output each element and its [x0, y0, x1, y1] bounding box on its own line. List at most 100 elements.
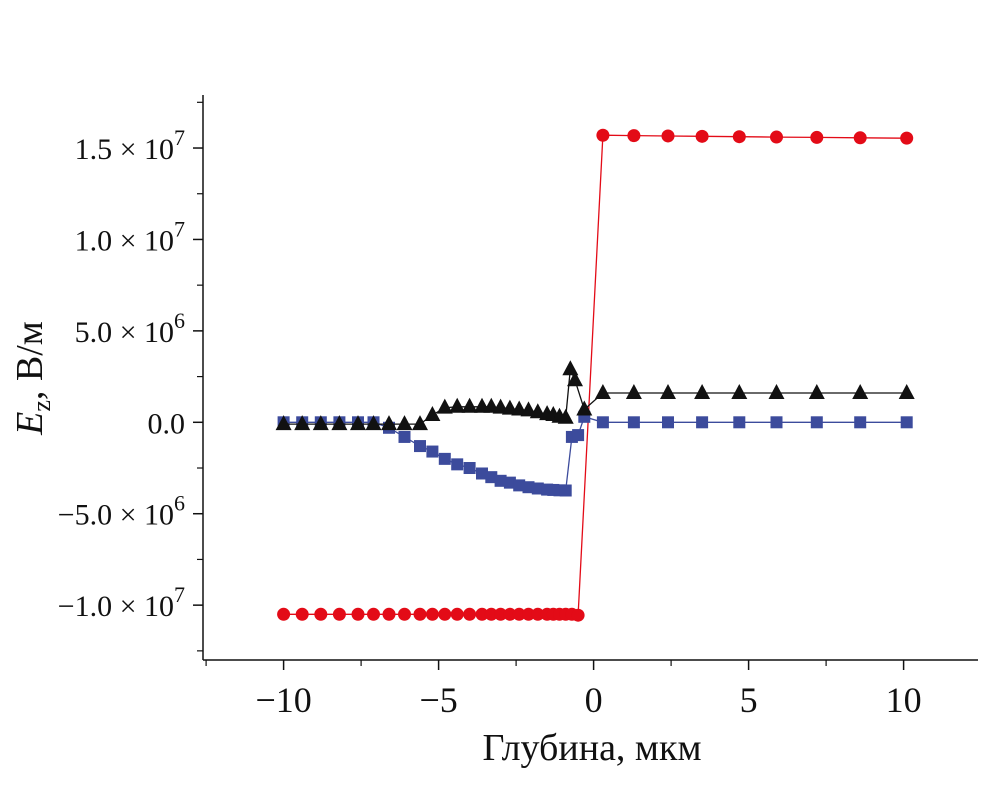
data-point-circle	[425, 607, 439, 621]
data-point-circle	[413, 607, 427, 621]
data-point-triangle	[275, 415, 292, 431]
data-point-circle	[512, 607, 526, 621]
data-point-square	[503, 476, 516, 489]
y-tick-mantissa: 1.0 × 10	[75, 224, 174, 257]
series-triangle	[275, 360, 915, 431]
data-point-circle	[332, 607, 346, 621]
y-axis-label-unit: , В/м	[9, 321, 51, 400]
data-point-triangle	[625, 384, 642, 400]
data-point-triangle	[768, 384, 785, 400]
data-point-square	[485, 471, 498, 484]
data-point-circle	[463, 607, 477, 621]
data-point-triangle	[852, 384, 869, 400]
x-tick-label: 5	[740, 680, 758, 720]
data-point-square	[810, 416, 823, 429]
y-tick-mantissa: 0.0	[148, 407, 186, 440]
data-point-triangle	[461, 397, 478, 413]
data-point-circle	[438, 607, 452, 621]
data-point-square	[770, 416, 783, 429]
series-layer	[275, 128, 915, 622]
series-circle	[277, 128, 914, 622]
data-point-triangle	[731, 384, 748, 400]
y-tick-label: 0.0	[148, 407, 186, 440]
data-point-triangle	[529, 403, 546, 419]
data-point-square	[627, 416, 640, 429]
data-point-square	[414, 440, 426, 453]
data-point-circle	[732, 130, 746, 144]
y-tick-label: −5.0 × 106	[58, 491, 185, 532]
data-point-square	[451, 458, 464, 471]
data-point-circle	[450, 607, 464, 621]
data-point-square	[531, 482, 544, 495]
data-point-triangle	[694, 384, 711, 400]
data-point-circle	[900, 131, 914, 145]
y-tick-exponent: 6	[174, 491, 185, 516]
y-tick-exponent: 7	[174, 125, 185, 150]
x-tick-label: 0	[585, 680, 603, 720]
data-point-circle	[382, 607, 396, 621]
y-tick-exponent: 7	[174, 582, 185, 607]
data-point-square	[900, 416, 913, 429]
data-point-triangle	[898, 384, 915, 400]
data-point-triangle	[557, 408, 574, 424]
y-tick-label: 1.5 × 107	[75, 125, 185, 166]
data-point-circle	[277, 607, 291, 621]
data-point-circle	[314, 607, 328, 621]
data-point-circle	[484, 607, 498, 621]
y-tick-mantissa: −1.0 × 10	[58, 590, 174, 623]
data-point-square	[513, 479, 526, 492]
y-tick-exponent: 6	[174, 308, 185, 333]
data-point-circle	[770, 130, 783, 144]
x-tick-label: −10	[255, 680, 311, 720]
data-point-triangle	[436, 398, 453, 414]
data-point-triangle	[412, 415, 428, 431]
data-point-circle	[351, 607, 365, 621]
data-point-square	[696, 416, 709, 429]
data-point-square	[662, 416, 674, 429]
data-point-circle	[853, 131, 867, 145]
data-point-circle	[503, 607, 517, 621]
data-point-triangle	[594, 384, 611, 400]
data-point-square	[522, 481, 535, 494]
data-point-square	[733, 416, 746, 429]
y-axis-label-symbol: E	[9, 412, 51, 436]
data-point-circle	[367, 607, 380, 621]
data-point-circle	[522, 607, 535, 621]
data-point-circle	[531, 607, 545, 621]
data-point-square	[426, 445, 439, 458]
y-tick-label: 5.0 × 106	[75, 308, 185, 349]
y-tick-exponent: 7	[174, 216, 185, 241]
data-point-triangle	[365, 415, 382, 431]
data-point-square	[572, 429, 585, 442]
data-point-square	[559, 484, 572, 497]
x-tick-label: −5	[419, 680, 457, 720]
data-point-triangle	[576, 400, 593, 416]
data-point-square	[463, 462, 476, 475]
data-point-circle	[596, 128, 610, 142]
data-point-triangle	[331, 415, 348, 431]
data-point-square	[854, 416, 867, 429]
data-point-triangle	[808, 384, 825, 400]
data-point-triangle	[396, 415, 413, 431]
x-tick-label: 10	[886, 680, 922, 720]
data-point-square	[398, 430, 411, 443]
data-point-triangle	[350, 415, 366, 431]
data-point-circle	[695, 129, 709, 143]
data-point-square	[476, 467, 488, 480]
y-tick-mantissa: 1.5 × 10	[75, 133, 174, 166]
data-point-triangle	[520, 401, 537, 417]
data-point-circle	[494, 607, 508, 621]
data-point-circle	[295, 607, 309, 621]
data-point-square	[494, 474, 507, 487]
data-point-square	[596, 416, 609, 429]
y-tick-mantissa: −5.0 × 10	[58, 499, 174, 532]
data-point-triangle	[294, 415, 311, 431]
data-point-square	[438, 452, 451, 465]
y-axis-label-subscript: z	[27, 400, 56, 412]
data-point-triangle	[660, 384, 676, 400]
y-axis-label: Ez, В/м	[9, 321, 56, 436]
y-tick-label: −1.0 × 107	[58, 582, 185, 623]
data-point-circle	[398, 607, 411, 621]
data-point-triangle	[312, 415, 329, 431]
